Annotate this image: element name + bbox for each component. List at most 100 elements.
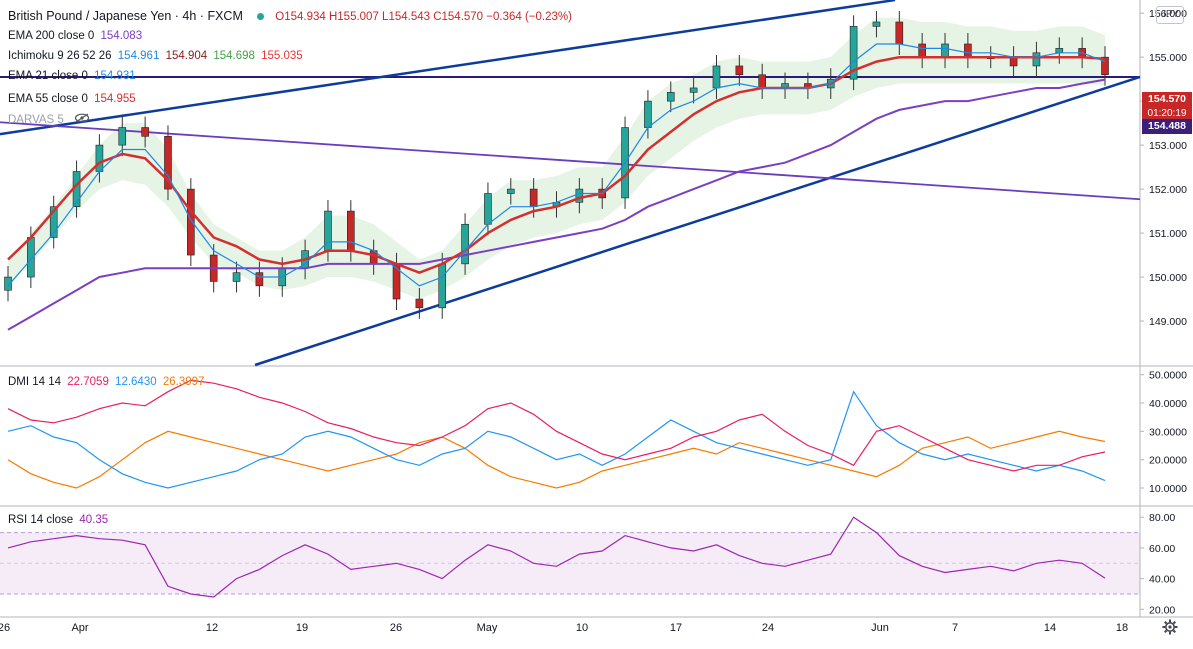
ema55-label: EMA 55 close 0 xyxy=(8,93,88,105)
candle xyxy=(164,136,172,190)
currency-badge[interactable]: JPY xyxy=(1156,6,1184,24)
price-tick-label: 149.000 xyxy=(1149,316,1187,328)
candle xyxy=(392,263,401,300)
candle xyxy=(712,65,721,89)
candle xyxy=(895,21,904,45)
ema200-legend[interactable]: EMA 200 close 0 154.083 xyxy=(8,29,145,43)
candle xyxy=(141,127,149,137)
price-tick-label: 152.000 xyxy=(1149,184,1187,196)
candle xyxy=(1101,56,1109,76)
dmi-legend[interactable]: DMI 14 14 22.7059 12.6430 26.3997 xyxy=(8,375,207,389)
ema21-value: 154.931 xyxy=(94,70,136,82)
rsi-value: 40.35 xyxy=(79,514,109,526)
eye-off-icon[interactable] xyxy=(74,113,90,127)
candle xyxy=(506,188,515,194)
date-tick-label: 19 xyxy=(296,622,308,634)
dmi-tick-label: 40.0000 xyxy=(1149,398,1187,410)
candle xyxy=(438,263,447,309)
candle xyxy=(95,144,104,172)
ema21-line xyxy=(7,43,1106,287)
adx-line xyxy=(7,430,1106,489)
date-tick-label: May xyxy=(477,622,498,634)
candle xyxy=(735,65,744,76)
symbol-title[interactable]: British Pound / Japanese Yen · 4h · FXCM xyxy=(8,9,243,23)
dmi-tick-label: 10.0000 xyxy=(1149,483,1187,495)
price-tick-label: 150.000 xyxy=(1149,272,1187,284)
date-tick-label: 26 xyxy=(390,622,402,634)
adx-value: 26.3997 xyxy=(162,376,205,388)
market-status-dot xyxy=(257,13,265,21)
date-tick-label: Apr xyxy=(71,622,88,634)
date-tick-label: 18 xyxy=(1116,622,1128,634)
date-tick-label: 14 xyxy=(1044,622,1056,634)
candle xyxy=(461,223,469,265)
dmi-label: DMI 14 14 xyxy=(8,376,62,388)
symbol-legend: British Pound / Japanese Yen · 4h · FXCM… xyxy=(8,9,575,24)
candle xyxy=(1009,56,1018,67)
candle xyxy=(758,74,766,89)
candle xyxy=(964,43,972,58)
dmi-minus-value: 12.6430 xyxy=(115,376,157,388)
candle xyxy=(187,188,195,256)
ichimoku-v2: 154.904 xyxy=(165,50,208,62)
ichimoku-legend[interactable]: Ichimoku 9 26 52 26 154.961 154.904 154.… xyxy=(8,49,306,63)
date-tick-label: 7 xyxy=(952,622,958,634)
candle xyxy=(1055,48,1064,54)
descending-trendline xyxy=(0,121,1141,201)
dmi-tick-label: 20.0000 xyxy=(1149,455,1187,467)
dmi-tick-label: 50.0000 xyxy=(1149,370,1187,382)
ohlc-values: O154.934 H155.007 L154.543 C154.570 −0.3… xyxy=(275,11,572,23)
last-price-tag: 154.570 xyxy=(1142,92,1192,107)
candle xyxy=(232,272,241,282)
dmi-plus-value: 22.7059 xyxy=(67,376,109,388)
rsi-tick-label: 20.00 xyxy=(1149,604,1175,616)
ema21-label: EMA 21 close 0 xyxy=(8,70,88,82)
rsi-tick-label: 40.00 xyxy=(1149,574,1175,586)
rsi-tick-label: 60.00 xyxy=(1149,543,1175,555)
candle xyxy=(4,276,12,291)
candle xyxy=(575,188,584,203)
ichimoku-label: Ichimoku 9 26 52 26 xyxy=(8,50,112,62)
ema200-value: 154.083 xyxy=(100,30,143,42)
date-tick-label: 10 xyxy=(576,622,588,634)
ema200-price-tag: 154.488 xyxy=(1142,119,1192,134)
candle xyxy=(49,206,58,238)
ema200-line xyxy=(7,78,1106,331)
candle xyxy=(849,26,858,80)
countdown-tag: 01:20:19 xyxy=(1142,106,1192,121)
candle xyxy=(941,43,949,58)
candle xyxy=(347,210,355,251)
lower-trendline xyxy=(254,75,1141,367)
price-tick-label: 153.000 xyxy=(1149,140,1187,152)
candle xyxy=(118,127,127,146)
candle xyxy=(415,298,424,309)
dmi-minus-line xyxy=(7,390,1106,489)
ema55-legend[interactable]: EMA 55 close 0 154.955 xyxy=(8,92,139,106)
gear-icon[interactable] xyxy=(1162,619,1178,635)
date-tick-label: 26 xyxy=(0,622,10,634)
candle xyxy=(666,92,675,102)
darvas-legend[interactable]: DARVAS 5 xyxy=(8,113,93,127)
date-tick-label: 12 xyxy=(206,622,218,634)
candle xyxy=(689,87,698,93)
candle xyxy=(1032,52,1041,67)
ichimoku-v3: 154.698 xyxy=(213,50,255,62)
candle xyxy=(872,21,881,27)
date-tick-label: 17 xyxy=(670,622,682,634)
dmi-tick-label: 30.0000 xyxy=(1149,426,1187,438)
ema55-value: 154.955 xyxy=(94,93,136,105)
rsi-label: RSI 14 close xyxy=(8,514,74,526)
candle xyxy=(644,100,652,128)
rsi-tick-label: 80.00 xyxy=(1149,512,1175,524)
ema21-legend[interactable]: EMA 21 close 0 154.931 xyxy=(8,69,139,83)
date-tick-label: Jun xyxy=(871,622,889,634)
ema55-line xyxy=(7,55,1106,275)
rsi-line xyxy=(7,516,1106,598)
dmi-plus-line xyxy=(7,379,1106,472)
darvas-label: DARVAS 5 xyxy=(8,114,64,126)
rsi-legend[interactable]: RSI 14 close 40.35 xyxy=(8,513,111,527)
upper-trendline xyxy=(0,0,896,136)
ema200-label: EMA 200 close 0 xyxy=(8,30,95,42)
candle xyxy=(918,43,926,58)
